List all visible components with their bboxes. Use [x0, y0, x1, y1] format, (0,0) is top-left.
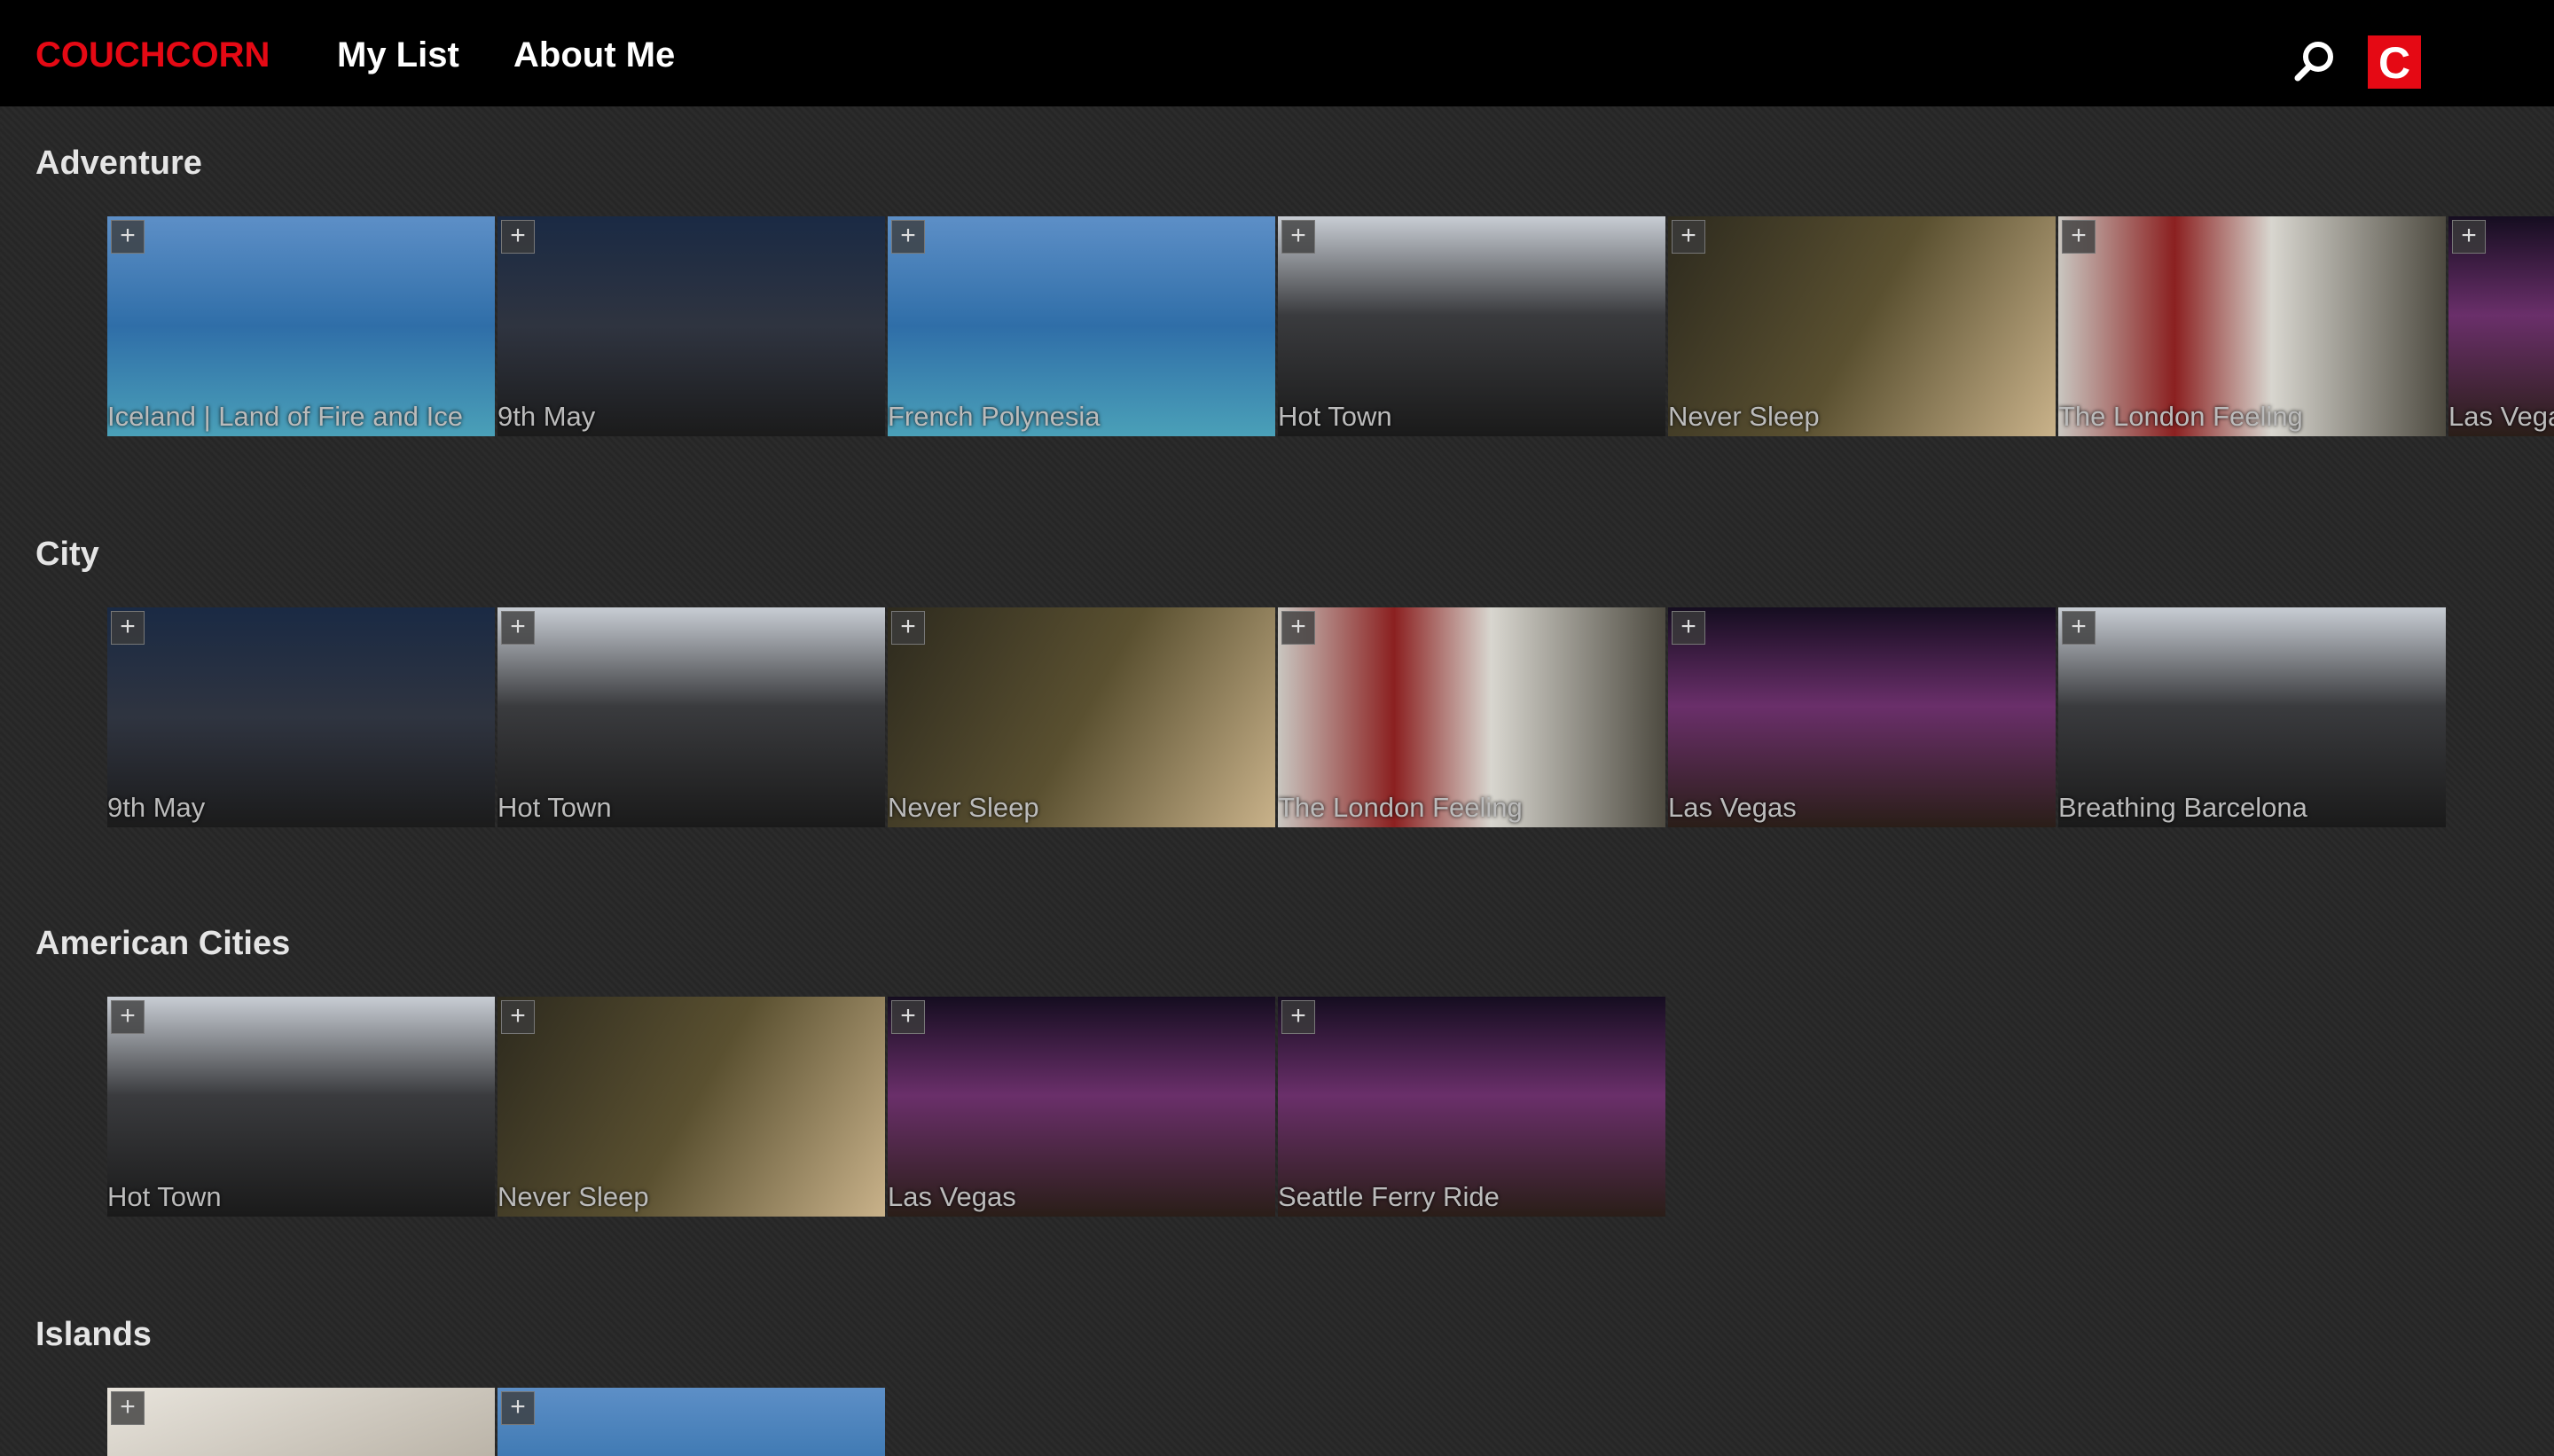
thumbnail-caption: Las Vegas [888, 1181, 1016, 1212]
nav-link[interactable]: My List [337, 35, 459, 74]
add-button[interactable]: + [111, 220, 145, 254]
thumbnail[interactable]: + The London Feeling [1278, 607, 1665, 827]
thumbnail-caption: Never Sleep [497, 1181, 649, 1212]
thumbnail[interactable]: + Never Sleep [888, 607, 1275, 827]
add-button[interactable]: + [501, 1000, 535, 1034]
thumbnail[interactable]: + [107, 1388, 495, 1456]
add-button[interactable]: + [501, 1391, 535, 1425]
thumbnail[interactable]: + Las Vegas [888, 997, 1275, 1217]
thumbnail-caption: Never Sleep [888, 792, 1039, 823]
thumbnail-caption: The London Feeling [1278, 792, 1523, 823]
add-button[interactable]: + [501, 611, 535, 645]
thumbnail[interactable]: +9th May [107, 607, 495, 827]
thumbnail-caption: Hot Town [1278, 401, 1392, 432]
add-button[interactable]: + [891, 611, 925, 645]
row-title: Adventure [35, 145, 202, 182]
add-button[interactable]: + [1672, 220, 1705, 254]
nav-bar: COUCHCORN My List About Me C [0, 0, 2554, 106]
row-title: Islands [35, 1316, 152, 1353]
add-button[interactable]: + [1672, 611, 1705, 645]
thumbnail-caption: Never Sleep [1668, 401, 1820, 432]
thumbnail[interactable]: + Hot Town [497, 607, 885, 827]
row-title: American Cities [35, 925, 291, 962]
row-title: City [35, 536, 99, 573]
add-button[interactable]: + [111, 1000, 145, 1034]
thumbnail[interactable]: + Never Sleep [497, 997, 885, 1217]
thumbnail-caption: 9th May [497, 401, 596, 432]
thumbnail[interactable]: + Seattle Ferry Ride [1278, 997, 1665, 1217]
thumbnail-caption: French Polynesia [888, 401, 1101, 432]
thumbnail-caption: Iceland | Land of Fire and Ice [107, 401, 463, 432]
thumbnail[interactable]: + Hot Town [107, 997, 495, 1217]
add-button[interactable]: + [1281, 220, 1315, 254]
thumbnail[interactable]: + Las Vegas [1668, 607, 2056, 827]
add-button[interactable]: + [1281, 1000, 1315, 1034]
brand[interactable]: COUCHCORN [35, 35, 270, 74]
thumbnail-caption: Breathing Barcelona [2058, 792, 2307, 823]
add-button[interactable]: + [111, 611, 145, 645]
add-button[interactable]: + [2062, 220, 2096, 254]
add-button[interactable]: + [2452, 220, 2486, 254]
thumbnail[interactable]: + French Polynesia [888, 216, 1275, 436]
add-button[interactable]: + [111, 1391, 145, 1425]
thumbnail[interactable]: +9th May [497, 216, 885, 436]
thumbnail-caption: The London Feeling [2058, 401, 2303, 432]
thumbnail-caption: 9th May [107, 792, 206, 823]
thumbnail[interactable]: + [497, 1388, 885, 1456]
thumbnail[interactable]: + Iceland | Land of Fire and Ice [107, 216, 495, 436]
thumbnail-caption: Hot Town [497, 792, 612, 823]
avatar[interactable]: C [2368, 35, 2421, 89]
thumbnail[interactable]: + The London Feeling [2058, 216, 2446, 436]
thumbnail-caption: Las Vegas [1668, 792, 1797, 823]
thumbnail-caption: Hot Town [107, 1181, 222, 1212]
add-button[interactable]: + [891, 220, 925, 254]
thumbnail[interactable]: + Breathing Barcelona [2058, 607, 2446, 827]
thumbnail-caption: Seattle Ferry Ride [1278, 1181, 1500, 1212]
add-button[interactable]: + [501, 220, 535, 254]
thumbnail[interactable]: + Never Sleep [1668, 216, 2056, 436]
nav-link[interactable]: About Me [513, 35, 676, 74]
add-button[interactable]: + [1281, 611, 1315, 645]
add-button[interactable]: + [891, 1000, 925, 1034]
thumbnail[interactable]: + Hot Town [1278, 216, 1665, 436]
add-button[interactable]: + [2062, 611, 2096, 645]
thumbnail-caption: Las Vegas [2448, 401, 2554, 432]
thumbnail[interactable]: + Las Vegas [2448, 216, 2554, 436]
search-icon[interactable] [2292, 39, 2337, 83]
